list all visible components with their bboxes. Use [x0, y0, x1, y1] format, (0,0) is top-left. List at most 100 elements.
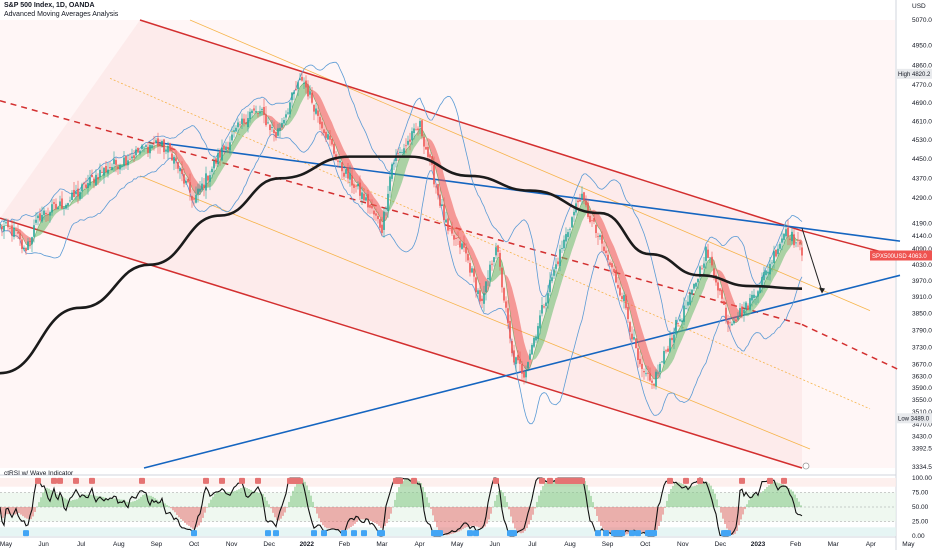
candle-body	[227, 147, 229, 149]
candle-body	[373, 211, 375, 215]
candle-body	[443, 204, 445, 220]
candle-body	[345, 169, 347, 174]
candle-body	[517, 355, 519, 360]
time-tick-label: Dec	[263, 541, 275, 548]
candle-body	[93, 179, 95, 183]
candle-body	[21, 239, 23, 249]
candle-body	[157, 138, 159, 146]
candle-body	[245, 123, 247, 124]
time-tick-label: 2023	[751, 541, 766, 548]
candle-body	[563, 240, 565, 249]
candle-body	[417, 129, 419, 130]
wave-bar	[290, 496, 292, 507]
channel-end-marker	[803, 463, 809, 469]
wave-bar	[332, 507, 334, 529]
candle-body	[691, 290, 693, 295]
candle-body	[533, 338, 535, 347]
candle-body	[559, 249, 561, 266]
wave-bar	[40, 497, 42, 507]
wave-bar	[178, 507, 180, 517]
wave-bar	[496, 495, 498, 507]
wave-bar	[120, 500, 122, 507]
time-tick-label: Jul	[528, 541, 537, 548]
wave-bar	[722, 507, 724, 519]
candle-body	[755, 296, 757, 297]
wave-bar	[700, 483, 702, 507]
wave-bar	[720, 507, 722, 513]
buy-signal-marker	[619, 530, 625, 536]
wave-bar	[296, 483, 298, 507]
wave-bar	[220, 492, 222, 507]
time-tick-label: Aug	[113, 541, 125, 548]
candle-body	[615, 270, 617, 283]
candle-body	[293, 92, 295, 94]
buy-signal-marker	[725, 530, 731, 536]
candle-body	[735, 320, 737, 321]
price-tick-label: 4370.0	[912, 176, 932, 183]
wave-bar	[134, 501, 136, 507]
buy-signal-marker	[311, 530, 317, 536]
candle-body	[659, 364, 661, 372]
candle-body	[455, 238, 457, 239]
wave-bar	[176, 507, 178, 515]
candle-body	[3, 226, 5, 231]
candle-body	[121, 165, 123, 166]
candle-body	[649, 373, 651, 380]
candle-body	[371, 206, 373, 209]
wave-bar	[424, 492, 426, 507]
candle-body	[343, 173, 345, 177]
candle-body	[457, 237, 459, 238]
candle-body	[123, 158, 125, 167]
price-tick-label: 4690.0	[912, 100, 932, 107]
candle-body	[131, 157, 133, 159]
candle-body	[475, 277, 477, 292]
candle-body	[307, 84, 309, 96]
wave-bar	[728, 507, 730, 532]
candle-body	[721, 290, 723, 299]
ribbon-segment	[400, 155, 402, 188]
buy-signal-marker	[635, 530, 641, 536]
candle-body	[663, 351, 665, 364]
price-tick-label: 4190.0	[912, 220, 932, 227]
candle-body	[289, 102, 291, 114]
candle-body	[705, 247, 707, 261]
candle-body	[423, 137, 425, 147]
wave-bar	[520, 507, 522, 533]
candle-body	[389, 176, 391, 190]
buy-signal-marker	[603, 530, 609, 536]
time-tick-label: Nov	[226, 541, 238, 548]
wave-bar	[766, 487, 768, 507]
chart-title: S&P 500 Index, 1D, OANDA	[4, 2, 95, 9]
candle-body	[9, 228, 11, 229]
candle-body	[351, 176, 353, 186]
wave-bar	[136, 500, 138, 507]
wave-bar	[254, 492, 256, 507]
wave-bar	[552, 480, 554, 507]
wave-bar	[406, 479, 408, 507]
candle-body	[151, 145, 153, 148]
price-tick-label: 4140.0	[912, 233, 932, 240]
candle-body	[719, 288, 721, 291]
price-tick-label: 3334.5	[912, 464, 932, 471]
candle-body	[303, 83, 305, 84]
candle-body	[233, 130, 235, 132]
candle-body	[433, 165, 435, 185]
candle-body	[105, 166, 107, 172]
candle-body	[637, 348, 639, 360]
candle-body	[683, 306, 685, 322]
candle-body	[145, 145, 147, 147]
candle-body	[55, 204, 57, 209]
wave-bar	[696, 485, 698, 507]
wave-bar	[216, 492, 218, 507]
wave-bar	[402, 481, 404, 507]
candle-body	[493, 257, 495, 262]
wave-bar	[698, 484, 700, 507]
candle-body	[729, 322, 731, 323]
candle-body	[291, 93, 293, 101]
wave-bar	[222, 492, 224, 507]
time-tick-label: Sep	[602, 541, 614, 548]
candle-body	[405, 145, 407, 146]
wave-bar	[266, 501, 268, 507]
candle-body	[761, 277, 763, 285]
wave-bar	[692, 486, 694, 507]
